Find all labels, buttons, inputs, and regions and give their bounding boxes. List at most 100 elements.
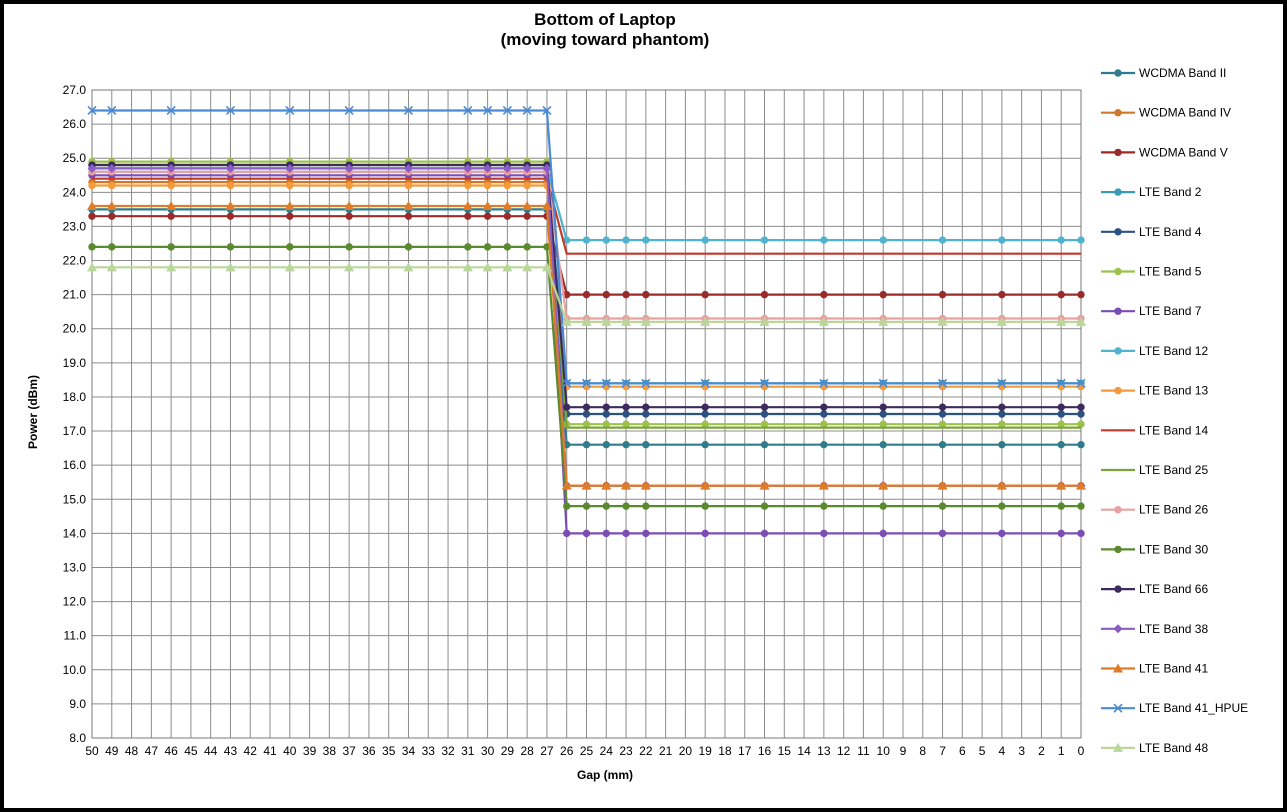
legend-entry: WCDMA Band IV [1101, 106, 1231, 120]
data-point [701, 290, 709, 299]
series-path [92, 177, 1081, 255]
data-point [879, 236, 887, 244]
x-tick-label: 6 [959, 744, 966, 758]
data-point [285, 105, 295, 116]
data-point [820, 529, 828, 538]
x-tick-label: 5 [979, 744, 986, 758]
data-point [602, 236, 610, 244]
legend-label: LTE Band 48 [1139, 741, 1208, 755]
data-point [996, 316, 1007, 326]
data-point [760, 290, 769, 299]
data-point [1077, 420, 1085, 428]
data-point [482, 262, 493, 272]
data-point [483, 105, 493, 116]
data-point [622, 502, 630, 510]
legend-entry: LTE Band 48 [1101, 741, 1208, 755]
data-point [1057, 290, 1065, 299]
legend-entry: LTE Band 12 [1101, 344, 1208, 358]
x-tick-label: 31 [461, 744, 475, 758]
series-line [88, 243, 1085, 510]
data-point [166, 262, 177, 272]
data-point [621, 378, 631, 388]
data-point [503, 212, 512, 220]
x-tick-label: 7 [939, 744, 946, 758]
x-tick-label: 44 [204, 744, 218, 758]
x-axis-label: Gap (mm) [577, 768, 633, 782]
data-point [582, 529, 591, 538]
data-point [503, 243, 512, 251]
x-tick-label: 38 [323, 744, 337, 758]
data-point [1114, 545, 1122, 554]
data-point [1114, 307, 1122, 315]
data-point [998, 410, 1006, 418]
legend-entry: WCDMA Band II [1101, 66, 1226, 80]
data-point [602, 529, 610, 538]
data-point [622, 290, 630, 299]
data-point [642, 236, 650, 244]
data-point [563, 403, 571, 411]
data-point [879, 403, 887, 411]
y-axis-label: Power (dBm) [26, 375, 40, 449]
line-chart: 8.09.010.011.012.013.014.015.016.017.018… [26, 10, 1248, 782]
data-point [622, 529, 630, 538]
data-point [462, 200, 473, 210]
x-tick-label: 1 [1058, 744, 1065, 758]
data-point [760, 529, 769, 538]
data-point [541, 200, 552, 210]
y-tick-label: 12.0 [63, 595, 87, 609]
data-point [284, 200, 295, 210]
data-point [937, 316, 948, 326]
data-point [225, 163, 235, 173]
y-tick-label: 26.0 [63, 117, 87, 131]
data-point [819, 378, 829, 388]
data-point [1113, 624, 1123, 634]
data-point [561, 316, 572, 326]
data-point [1113, 663, 1123, 673]
data-point [563, 502, 571, 510]
x-tick-label: 15 [778, 744, 792, 758]
data-point [998, 403, 1006, 411]
data-point [582, 420, 591, 428]
data-point [1056, 480, 1067, 490]
data-point [1076, 480, 1086, 490]
data-point [523, 212, 531, 220]
data-point [562, 378, 572, 388]
data-point [87, 105, 97, 116]
legend-label: LTE Band 5 [1139, 265, 1202, 279]
legend-label: LTE Band 38 [1139, 622, 1208, 636]
x-tick-label: 46 [164, 744, 178, 758]
data-point [581, 378, 592, 388]
legend-label: LTE Band 41_HPUE [1139, 701, 1248, 715]
legend-entry: LTE Band 41 [1101, 662, 1208, 676]
data-point [345, 212, 353, 220]
data-point [820, 236, 828, 244]
data-point [998, 290, 1006, 299]
data-point [640, 316, 651, 326]
chart-subtitle: (moving toward phantom) [501, 30, 710, 49]
legend-entry: LTE Band 38 [1101, 622, 1208, 636]
data-point [106, 262, 117, 272]
legend-entry: LTE Band 2 [1101, 185, 1202, 199]
x-tick-label: 3 [1018, 744, 1025, 758]
legend-label: WCDMA Band IV [1139, 106, 1231, 120]
data-point [820, 502, 828, 510]
data-point [1056, 378, 1066, 388]
y-tick-label: 8.0 [69, 731, 86, 745]
legend-label: LTE Band 2 [1139, 185, 1202, 199]
x-tick-label: 32 [441, 744, 455, 758]
data-point [820, 290, 828, 299]
data-point [344, 200, 355, 210]
legend-label: LTE Band 25 [1139, 463, 1208, 477]
legend-entry: LTE Band 41_HPUE [1101, 701, 1248, 715]
legend-label: LTE Band 4 [1139, 225, 1202, 239]
y-tick-label: 14.0 [63, 526, 87, 540]
data-point [998, 440, 1006, 449]
y-tick-label: 13.0 [63, 560, 87, 574]
data-point [344, 262, 355, 272]
data-point [523, 243, 531, 251]
data-point [938, 502, 947, 510]
data-point [601, 316, 612, 326]
y-tick-label: 24.0 [63, 185, 87, 199]
data-point [760, 410, 769, 418]
